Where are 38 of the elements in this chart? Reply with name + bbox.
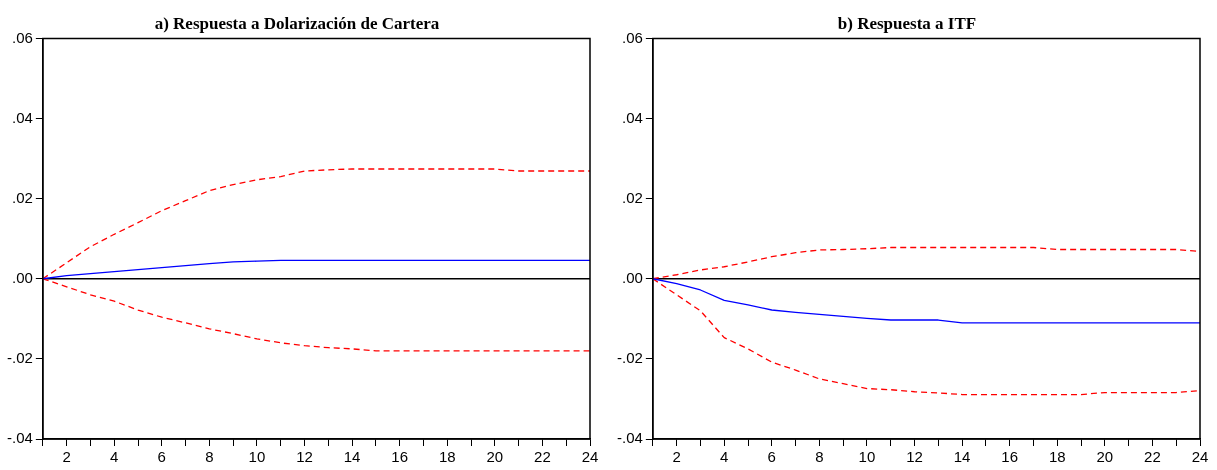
x-tick-label: 4	[720, 448, 729, 466]
x-tick-label: 22	[534, 448, 551, 466]
y-tick-label: .00	[11, 268, 33, 286]
chart-title: a) Respuesta a Dolarización de Cartera	[154, 13, 440, 33]
x-tick-label: 16	[391, 448, 409, 466]
y-tick-label: .06	[621, 28, 643, 46]
x-tick-label: 8	[815, 448, 824, 466]
y-tick-label: -.02	[6, 349, 33, 367]
x-tick-label: 12	[296, 448, 313, 466]
x-tick-label: 2	[672, 448, 681, 466]
x-tick-label: 24	[1191, 448, 1209, 466]
y-tick-label: -.04	[6, 429, 33, 447]
x-tick-label: 8	[205, 448, 214, 466]
x-tick-label: 20	[1096, 448, 1114, 466]
x-tick-label: 10	[858, 448, 876, 466]
x-tick-label: 14	[953, 448, 971, 466]
chart-title: b) Respuesta a ITF	[837, 13, 977, 33]
y-tick-label: .02	[621, 188, 643, 206]
x-tick-label: 18	[1048, 448, 1066, 466]
y-tick-label: -.02	[616, 349, 643, 367]
x-tick-label: 6	[157, 448, 166, 466]
x-tick-label: 16	[1001, 448, 1019, 466]
x-tick-label: 18	[438, 448, 456, 466]
x-tick-label: 22	[1144, 448, 1161, 466]
x-tick-label: 14	[343, 448, 361, 466]
y-tick-label: .02	[11, 188, 33, 206]
y-tick-label: .00	[621, 268, 643, 286]
x-tick-label: 20	[486, 448, 504, 466]
x-tick-label: 2	[62, 448, 71, 466]
x-tick-label: 12	[906, 448, 923, 466]
x-tick-label: 6	[767, 448, 776, 466]
y-tick-label: .04	[11, 108, 33, 126]
y-tick-label: .06	[11, 28, 33, 46]
y-tick-label: .04	[621, 108, 643, 126]
y-tick-label: -.04	[616, 429, 643, 447]
x-tick-label: 24	[581, 448, 599, 466]
x-tick-label: 4	[110, 448, 119, 466]
x-tick-label: 10	[248, 448, 266, 466]
